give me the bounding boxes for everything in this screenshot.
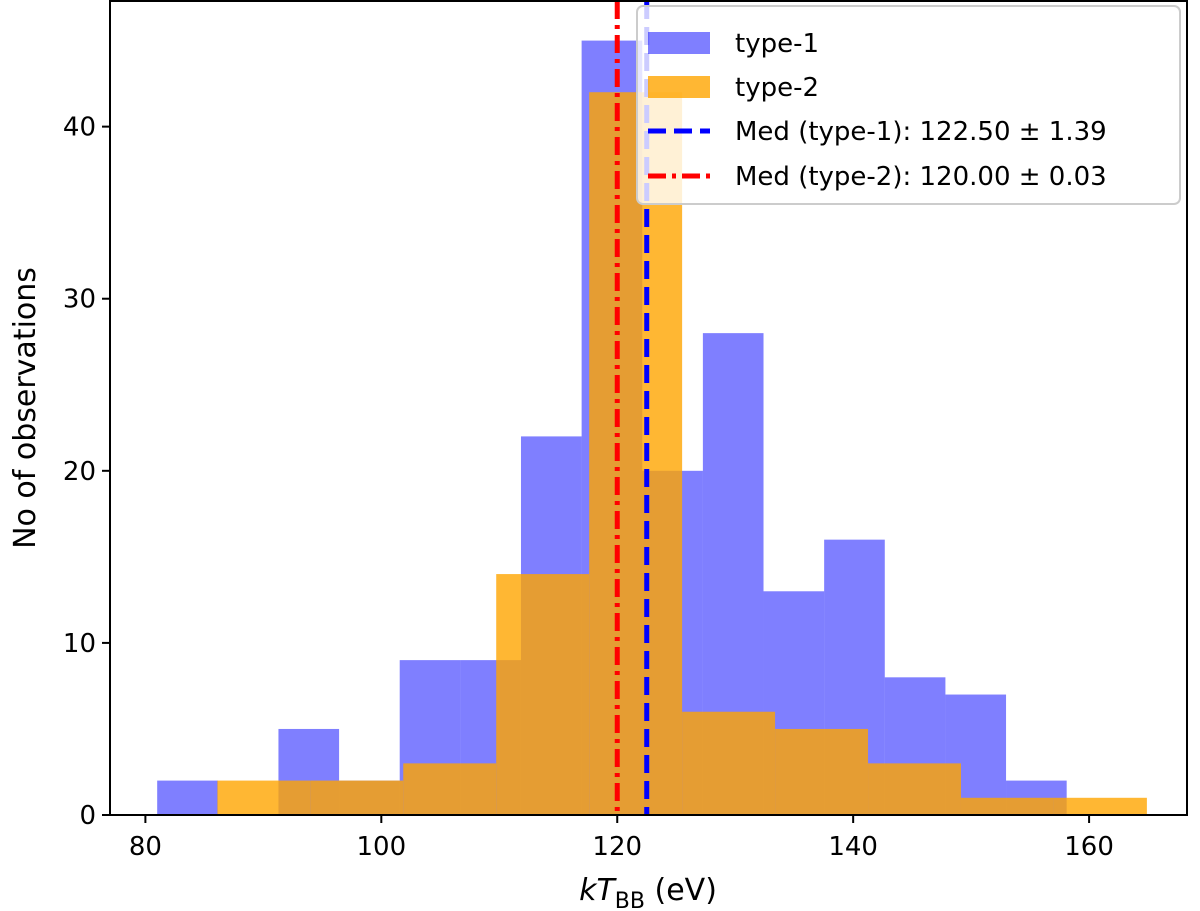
bar-type-2-8 (960, 797, 1054, 815)
bar-type-2-9 (1053, 797, 1147, 815)
x-axis-ticks: 80 100 120 140 160 (129, 815, 1114, 862)
y-axis-label: No of observations (8, 267, 43, 549)
bar-type-2-4 (589, 92, 683, 816)
legend-label-type-1: type-1 (735, 29, 819, 59)
legend-label-median-type-1: Med (type-1): 122.50 ± 1.39 (735, 117, 1107, 147)
x-tick-label: 100 (356, 832, 406, 862)
bar-type-2-5 (682, 711, 776, 815)
bar-type-2-7 (868, 763, 961, 815)
legend-label-median-type-2: Med (type-2): 120.00 ± 0.03 (735, 162, 1107, 192)
y-tick-label: 10 (63, 629, 96, 659)
legend-label-type-2: type-2 (735, 73, 819, 103)
y-tick-label: 0 (79, 801, 96, 831)
x-axis-label: kTBB (eV) (579, 873, 717, 911)
bars-layer (157, 40, 1147, 816)
bar-type-2-1 (310, 780, 404, 815)
x-tick-label: 140 (828, 832, 878, 862)
y-axis-ticks: 0 10 20 30 40 (63, 113, 110, 831)
legend-box (636, 5, 1181, 205)
bar-type-2-6 (775, 728, 869, 815)
legend: type-1 type-2 Med (type-1): 122.50 ± 1.3… (636, 5, 1181, 205)
bar-type-1-0 (157, 780, 218, 815)
x-tick-label: 160 (1064, 832, 1114, 862)
y-tick-label: 40 (63, 113, 96, 143)
plot-frame (109, 0, 1188, 816)
bar-type-2-0 (217, 780, 311, 815)
y-tick-label: 30 (63, 285, 96, 315)
x-tick-label: 80 (129, 832, 162, 862)
legend-swatch-type-2 (648, 76, 710, 98)
y-tick-label: 20 (63, 457, 96, 487)
x-tick-label: 120 (592, 832, 642, 862)
bar-type-2-3 (496, 574, 590, 815)
legend-swatch-type-1 (648, 32, 710, 54)
bar-type-2-2 (403, 763, 497, 815)
